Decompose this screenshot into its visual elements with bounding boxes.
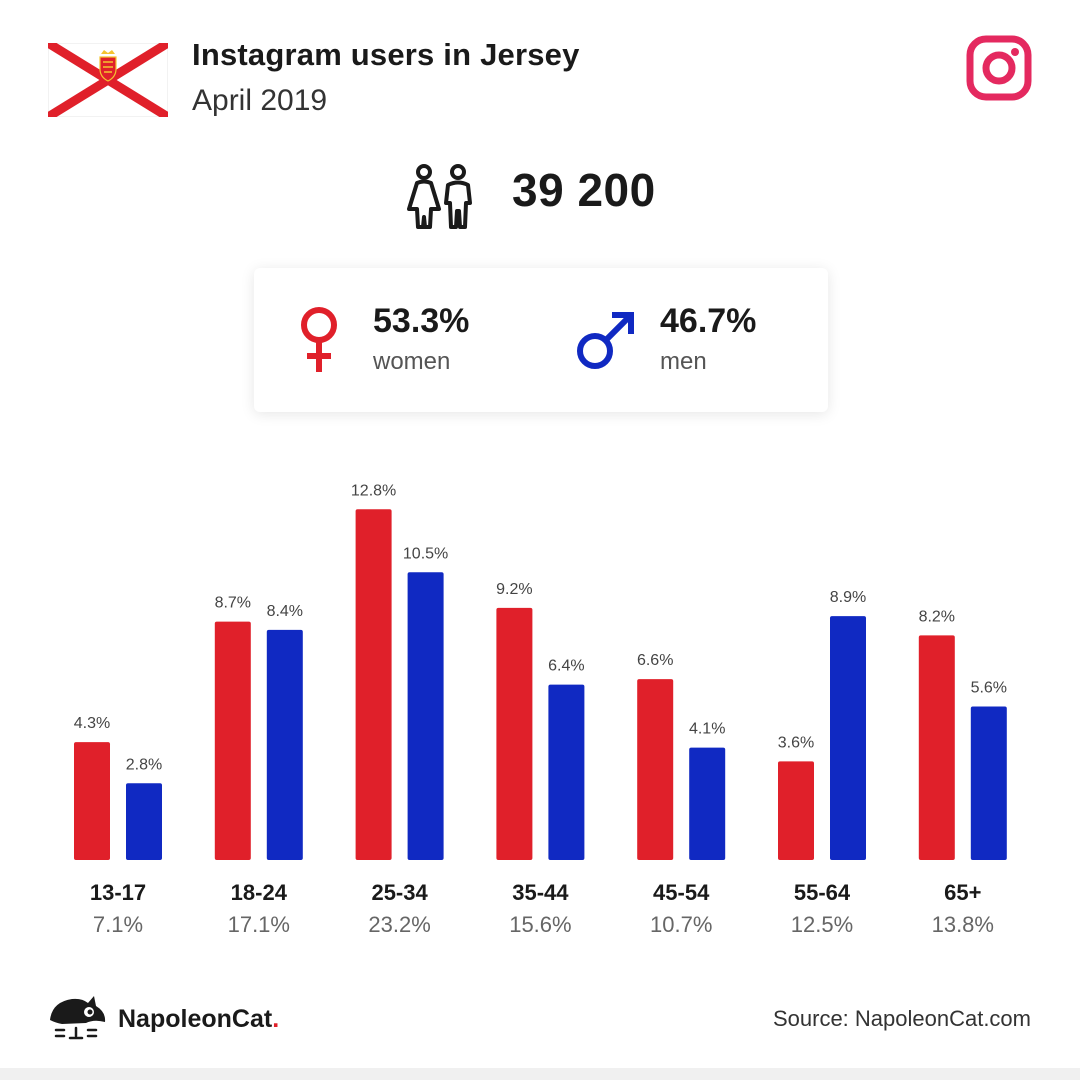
women-percentage: 53.3%: [373, 302, 470, 340]
women-value-label-45-54: 6.6%: [637, 652, 673, 669]
men-value-label-55-64: 8.9%: [830, 589, 866, 606]
men-percentage: 46.7%: [660, 302, 757, 340]
brand-dot: .: [272, 1005, 280, 1033]
bottom-strip: [0, 1068, 1080, 1080]
age-group-total-35-44: 15.6%: [509, 912, 571, 937]
men-bar-55-64: [830, 616, 866, 860]
age-group-label-13-17: 13-17: [90, 880, 146, 905]
men-bar-45-54: [689, 747, 726, 860]
age-group-label-35-44: 35-44: [512, 880, 569, 905]
women-bar-45-54: [637, 679, 674, 860]
women-value-label-55-64: 3.6%: [778, 734, 814, 751]
age-group-total-55-64: 12.5%: [791, 912, 853, 937]
men-bar-18-24: [266, 629, 303, 860]
women-bar-13-17: [74, 742, 110, 860]
women-value-label-25-34: 12.8%: [351, 482, 396, 499]
napoleoncat-logo-icon: [50, 996, 106, 1040]
page-title: Instagram users in Jersey: [192, 37, 580, 72]
age-gender-bar-chart: 4.3% 2.8% 13-17 7.1% 8.7% 8.4% 18-24 17.1% 12.8%…: [74, 482, 1007, 937]
men-value-label-65+: 5.6%: [971, 680, 1007, 697]
age-group-total-45-54: 10.7%: [650, 912, 712, 937]
users-icon: [407, 164, 472, 229]
age-group-label-55-64: 55-64: [794, 880, 851, 905]
women-bar-35-44: [496, 607, 533, 860]
source-note: Source: NapoleonCat.com: [772, 1006, 1031, 1031]
age-group-total-65+: 13.8%: [932, 912, 994, 937]
men-bar-13-17: [126, 783, 162, 860]
page-subtitle: April 2019: [192, 84, 328, 117]
women-value-label-35-44: 9.2%: [496, 581, 532, 598]
gender-card: [254, 268, 828, 412]
men-value-label-25-34: 10.5%: [403, 545, 448, 562]
men-value-label-18-24: 8.4%: [267, 603, 303, 620]
women-bar-65+: [918, 635, 955, 860]
age-group-total-18-24: 17.1%: [228, 912, 290, 937]
brand-name: NapoleonCat.: [118, 1005, 279, 1034]
women-value-label-13-17: 4.3%: [74, 715, 110, 732]
instagram-icon: [966, 35, 1032, 101]
men-bar-25-34: [407, 572, 444, 860]
women-bar-55-64: [778, 761, 814, 860]
men-value-label-13-17: 2.8%: [126, 756, 162, 773]
women-bar-18-24: [214, 621, 251, 860]
brand-text: NapoleonCat: [118, 1005, 273, 1033]
men-value-label-35-44: 6.4%: [548, 658, 584, 675]
women-bar-25-34: [355, 509, 392, 860]
total-users: 39 200: [512, 164, 656, 216]
male-symbol-icon: [577, 312, 634, 369]
age-group-total-13-17: 7.1%: [93, 912, 143, 937]
women-value-label-18-24: 8.7%: [215, 595, 251, 612]
men-label: men: [660, 348, 707, 375]
men-bar-65+: [970, 706, 1007, 860]
flag-of-jersey-icon: [48, 43, 168, 117]
age-group-total-25-34: 23.2%: [368, 912, 430, 937]
female-symbol-icon: [301, 307, 337, 372]
men-value-label-45-54: 4.1%: [689, 721, 725, 738]
age-group-label-18-24: 18-24: [231, 880, 288, 905]
age-group-label-65+: 65+: [944, 880, 981, 905]
men-bar-35-44: [548, 684, 585, 860]
women-value-label-65+: 8.2%: [919, 608, 955, 625]
women-label: women: [373, 348, 451, 375]
age-group-label-45-54: 45-54: [653, 880, 710, 905]
age-group-label-25-34: 25-34: [371, 880, 428, 905]
